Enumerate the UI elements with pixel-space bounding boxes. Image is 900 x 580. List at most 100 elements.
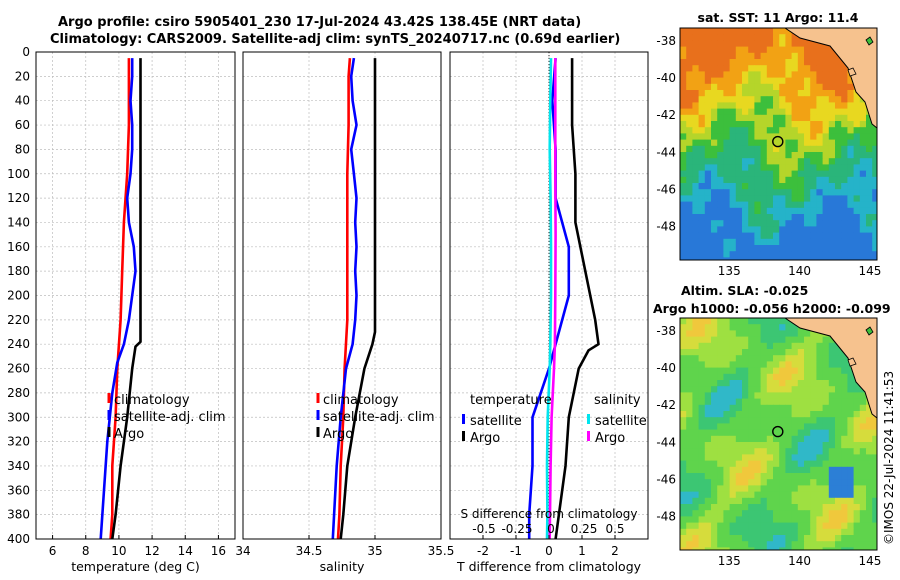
map-cell: [847, 207, 854, 215]
map-cell: [853, 96, 861, 103]
map-cell: [779, 28, 786, 35]
map-cell: [748, 139, 755, 147]
map-cell: [810, 152, 817, 159]
map-cell: [804, 398, 811, 406]
map-cell: [742, 46, 749, 54]
map-cell: [723, 34, 730, 41]
map-cell: [779, 398, 786, 406]
map-cell: [704, 170, 712, 178]
map-cell: [711, 164, 718, 171]
map-cell: [835, 145, 842, 153]
map-cell: [841, 189, 848, 196]
map-cell: [822, 361, 830, 368]
map-cell: [785, 220, 792, 227]
map-cell: [773, 114, 780, 122]
map-cell: [766, 189, 774, 196]
map-cell: [804, 158, 811, 165]
map-cell: [785, 423, 792, 430]
map-cell: [810, 380, 817, 387]
y-tick-label: 80: [15, 142, 30, 156]
map-cell: [797, 90, 805, 97]
map-cell: [698, 528, 706, 536]
map-cell: [766, 485, 774, 492]
map-cell: [847, 386, 854, 393]
map-cell: [748, 28, 755, 35]
map-cell: [841, 423, 848, 430]
map-cell: [810, 435, 817, 443]
map-cell: [723, 52, 730, 60]
map-cell: [742, 34, 749, 41]
map-cell: [704, 127, 712, 134]
map-cell: [835, 176, 842, 184]
map-cell: [797, 65, 805, 72]
map-cell: [841, 435, 848, 443]
map-cell: [816, 454, 823, 461]
map-cell: [773, 473, 780, 480]
map-cell: [723, 127, 730, 134]
map-cell: [742, 417, 749, 424]
map-cell: [866, 170, 873, 178]
map-cell: [729, 189, 737, 196]
map-cell: [698, 485, 706, 492]
map-cell: [841, 102, 848, 109]
map-cell: [680, 238, 687, 246]
map-cell: [711, 324, 718, 331]
map-cell: [797, 226, 805, 233]
map-sst-title: sat. SST: 11 Argo: 11.4: [698, 10, 859, 25]
map-cell: [810, 83, 817, 91]
map-cell: [760, 504, 768, 511]
map-cell: [723, 90, 730, 97]
map-cell: [717, 404, 724, 412]
map-y-tick-label: -44: [656, 435, 676, 449]
map-cell: [680, 139, 687, 147]
map-cell: [704, 367, 712, 375]
map-cell: [822, 355, 830, 362]
map-cell: [810, 355, 817, 362]
map-cell: [797, 220, 805, 227]
map-cell: [766, 83, 774, 91]
map-cell: [779, 485, 786, 492]
map-cell: [723, 318, 730, 325]
map-cell: [711, 547, 718, 550]
map-cell: [822, 485, 830, 492]
map-cell: [841, 355, 848, 362]
map-cell: [735, 404, 743, 412]
map-cell: [859, 195, 867, 202]
map-cell: [729, 342, 737, 350]
map-cell: [797, 201, 805, 209]
map-cell: [779, 83, 786, 91]
map-cell: [773, 460, 780, 468]
map-cell: [754, 65, 761, 72]
map-cell: [704, 207, 712, 215]
map-cell: [680, 158, 687, 165]
map-cell: [692, 121, 699, 128]
map-cell: [742, 176, 749, 184]
map-cell: [723, 28, 730, 35]
map-cell: [766, 59, 774, 66]
map-cell: [742, 257, 749, 260]
map-cell: [754, 164, 761, 171]
map-cell: [686, 90, 693, 97]
series-line-salinity-satellite: [545, 58, 553, 540]
map-cell: [835, 189, 842, 196]
map-sla_map: [680, 318, 877, 550]
map-cell: [754, 83, 761, 91]
map-cell: [841, 373, 848, 381]
map-cell: [711, 417, 718, 424]
map-cell: [748, 466, 755, 474]
map-cell: [847, 121, 854, 128]
map-cell: [810, 485, 817, 492]
map-cell: [742, 152, 749, 159]
map-cell: [847, 510, 854, 517]
map-cell: [748, 52, 755, 60]
map-cell: [773, 342, 780, 350]
map-cell: [717, 386, 724, 393]
map-cell: [804, 207, 811, 215]
map-cell: [680, 497, 687, 505]
map-cell: [791, 541, 799, 548]
map-cell: [704, 77, 712, 85]
map-cell: [872, 460, 877, 468]
map-cell: [828, 504, 836, 511]
map-cell: [791, 214, 799, 221]
map-cell: [704, 201, 712, 209]
